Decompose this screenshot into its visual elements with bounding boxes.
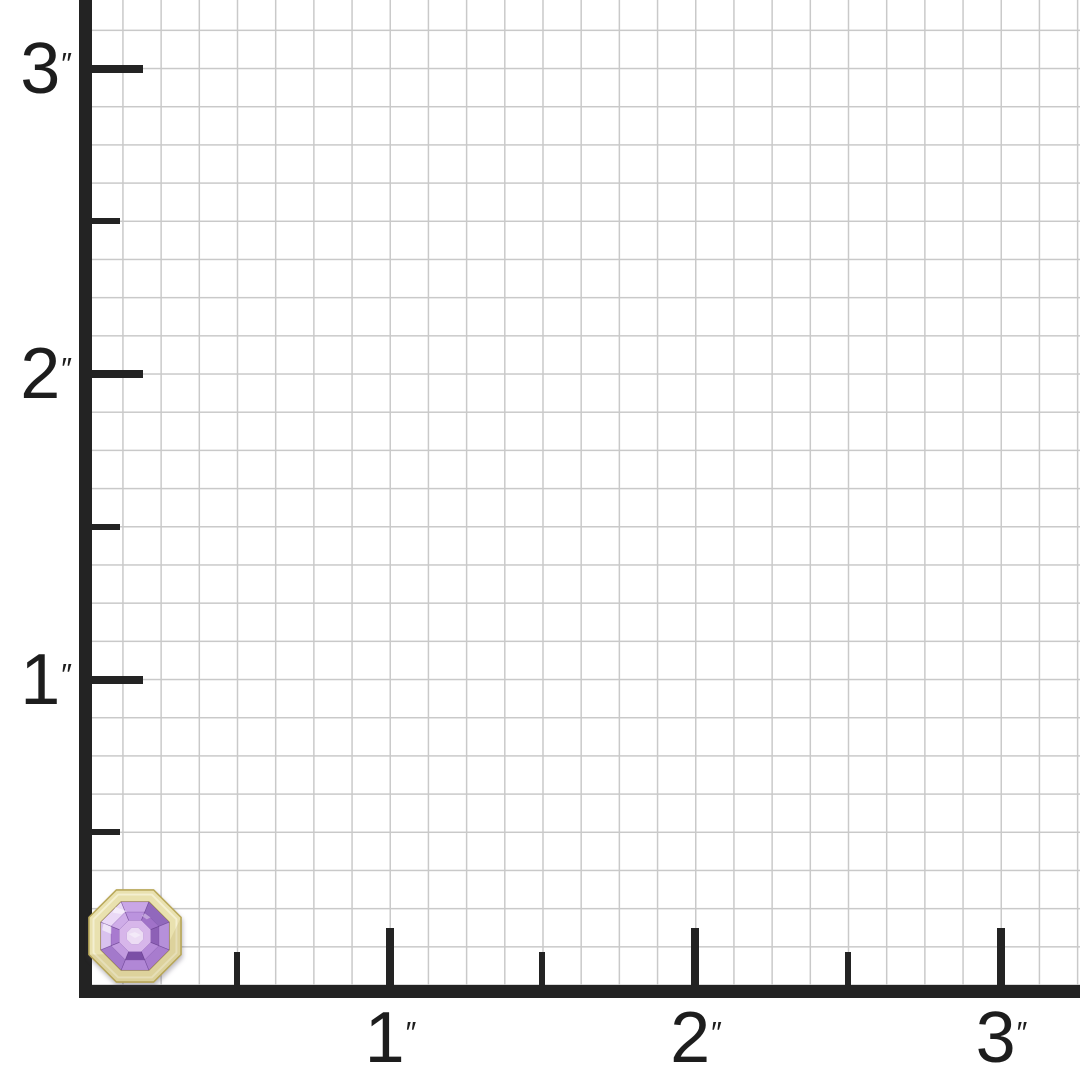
inch-mark: ″	[61, 47, 72, 81]
vertical-ruler-bar	[79, 0, 92, 998]
inch-mark: ″	[405, 1017, 417, 1051]
axis-label-value: 2	[670, 998, 710, 1078]
x-axis-label-2in: 2″	[670, 1002, 722, 1074]
x-axis-major-tick-2in	[691, 928, 699, 990]
axis-label-value: 1	[20, 639, 60, 720]
axis-label-value: 1	[364, 998, 405, 1078]
x-axis-label-3in: 3″	[976, 1002, 1028, 1074]
graph-paper-grid	[85, 0, 1080, 985]
amethyst-gold-bezel-stud-photo	[88, 889, 182, 983]
inch-mark: ″	[61, 353, 72, 387]
x-axis-major-tick-1in	[385, 928, 394, 990]
axis-label-value: 2	[20, 334, 60, 414]
y-axis-major-tick-2in	[80, 370, 143, 378]
gem-sparkle-highlights	[102, 907, 151, 938]
x-axis-minor-tick	[233, 952, 240, 990]
inch-mark: ″	[1016, 1017, 1028, 1051]
axis-label-value: 3	[20, 28, 60, 109]
inch-mark: ″	[61, 658, 72, 692]
y-axis-minor-tick	[80, 829, 120, 836]
horizontal-ruler-bar	[79, 985, 1080, 998]
y-axis-major-tick-1in	[80, 675, 143, 684]
bezel-shade	[88, 917, 182, 983]
gem-facet-ring-inner	[110, 911, 160, 961]
y-axis-major-tick-3in	[80, 64, 143, 73]
x-axis-minor-tick	[539, 952, 546, 990]
gem-culet-facet	[126, 927, 144, 945]
x-axis-label-1in: 1″	[365, 1002, 417, 1074]
x-axis-minor-tick	[844, 952, 851, 990]
x-axis-major-tick-3in	[996, 928, 1005, 990]
y-axis-label-1in: 1″	[0, 644, 72, 716]
bezel-bevel-highlight	[92, 893, 178, 979]
y-axis-label-2in: 2″	[0, 338, 72, 410]
y-axis-minor-tick	[80, 523, 120, 530]
y-axis-minor-tick	[80, 218, 120, 225]
inch-mark: ″	[711, 1017, 722, 1051]
y-axis-label-3in: 3″	[0, 33, 72, 105]
axis-label-value: 3	[975, 998, 1016, 1078]
